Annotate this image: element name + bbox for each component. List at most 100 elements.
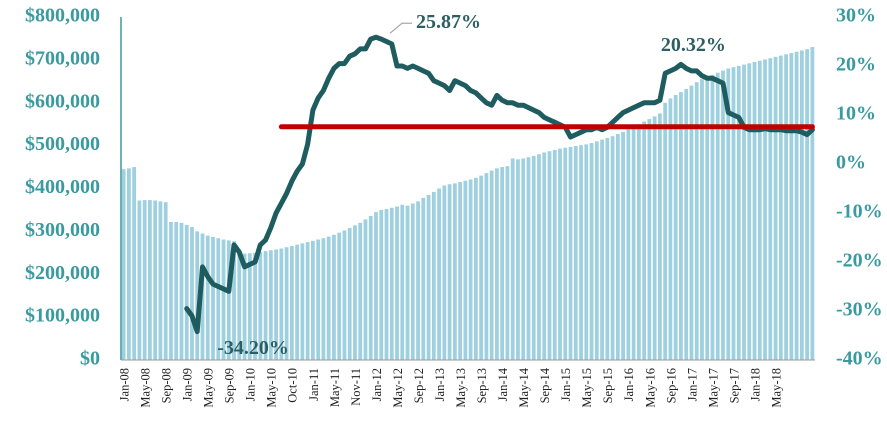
bar <box>799 50 804 360</box>
x-tick-label: May-14 <box>517 367 531 407</box>
bar <box>226 240 231 360</box>
bar <box>437 188 441 360</box>
bar <box>489 170 494 360</box>
bar <box>615 134 620 360</box>
x-tick-label: Jan-10 <box>244 368 258 401</box>
bar <box>184 224 189 360</box>
bar <box>148 200 152 360</box>
x-tick-label: May-13 <box>454 368 468 408</box>
x-tick-label: Jan-14 <box>496 367 510 401</box>
bar <box>505 166 510 360</box>
x-tick-label: Jan-08 <box>118 368 132 401</box>
bar <box>395 206 399 360</box>
bar <box>447 184 452 360</box>
bar <box>805 49 810 360</box>
bar <box>347 227 352 360</box>
bar <box>610 136 615 360</box>
y-tick-label: $400,000 <box>25 176 100 198</box>
bar <box>316 239 321 360</box>
x-tick-label: Jan-13 <box>433 368 447 401</box>
x-tick-label: Jan-09 <box>181 368 195 401</box>
line <box>184 34 815 335</box>
x-tick-label: May-11 <box>328 368 342 407</box>
bar <box>778 55 783 361</box>
bar <box>763 59 767 360</box>
bar <box>810 47 815 360</box>
bar <box>747 63 752 361</box>
y2-tick-label: -10% <box>836 201 883 223</box>
bar <box>542 152 547 360</box>
bar <box>600 139 604 360</box>
x-tick-label: May-15 <box>580 368 594 408</box>
bar <box>142 200 147 360</box>
bar <box>468 179 473 360</box>
bar <box>311 240 315 360</box>
bar <box>353 225 357 360</box>
bar <box>368 215 373 360</box>
bar <box>332 234 336 360</box>
bar <box>263 251 268 360</box>
bar <box>384 209 389 360</box>
bar <box>579 145 583 360</box>
bar <box>636 124 641 360</box>
bar <box>663 102 668 360</box>
bar <box>715 72 720 361</box>
bar <box>247 253 252 360</box>
bar <box>179 222 184 360</box>
bar <box>684 89 689 360</box>
x-tick-label: Sep-09 <box>223 368 237 403</box>
bar <box>158 201 163 360</box>
x-tick-label: Sep-08 <box>160 368 174 403</box>
y2-tick-label: -20% <box>836 250 883 272</box>
y2-tick-label: -40% <box>836 348 883 370</box>
bar <box>169 221 173 360</box>
x-tick-label: Jan-17 <box>685 368 699 401</box>
y-tick-label: $800,000 <box>25 5 100 27</box>
x-tick-label: Nov-11 <box>349 368 363 406</box>
bar <box>211 236 215 360</box>
bar <box>631 126 636 360</box>
x-tick-label: Sep-17 <box>727 368 741 403</box>
bar <box>568 146 573 360</box>
bar <box>510 158 515 360</box>
x-tick-label: Oct-10 <box>286 368 300 403</box>
annotation-leader <box>389 22 412 34</box>
y2-tick-label: 10% <box>836 103 876 125</box>
bar <box>752 62 757 361</box>
bar <box>358 222 363 360</box>
bar <box>205 235 210 360</box>
bar <box>768 58 773 360</box>
bar <box>647 119 652 360</box>
bar <box>442 185 447 360</box>
bar <box>400 204 405 360</box>
bar <box>710 74 715 360</box>
y2-tick-label: 0% <box>836 152 866 174</box>
bar <box>789 53 794 360</box>
annotation: 20.32% <box>661 34 726 56</box>
bar <box>289 245 294 360</box>
y-tick-label: $500,000 <box>25 133 100 155</box>
bar <box>495 168 499 360</box>
bar <box>742 64 746 360</box>
bar <box>284 247 289 360</box>
bar <box>757 60 762 361</box>
bar <box>526 157 531 360</box>
bar <box>589 143 594 360</box>
x-tick-label: Sep-14 <box>538 367 552 403</box>
bar <box>363 219 368 360</box>
x-tick-label: Jan-15 <box>559 368 573 401</box>
y2-tick-label: 20% <box>836 54 876 76</box>
bar <box>563 147 568 360</box>
bar <box>484 173 489 360</box>
bar <box>195 231 200 360</box>
bar <box>416 201 420 360</box>
bar <box>274 249 278 360</box>
bar <box>731 67 736 360</box>
bar <box>389 207 394 360</box>
bar <box>132 167 137 360</box>
bar <box>268 250 273 360</box>
bar <box>668 98 673 361</box>
bar <box>689 85 694 360</box>
x-tick-label: Jan-16 <box>622 368 636 401</box>
bar <box>552 149 557 360</box>
